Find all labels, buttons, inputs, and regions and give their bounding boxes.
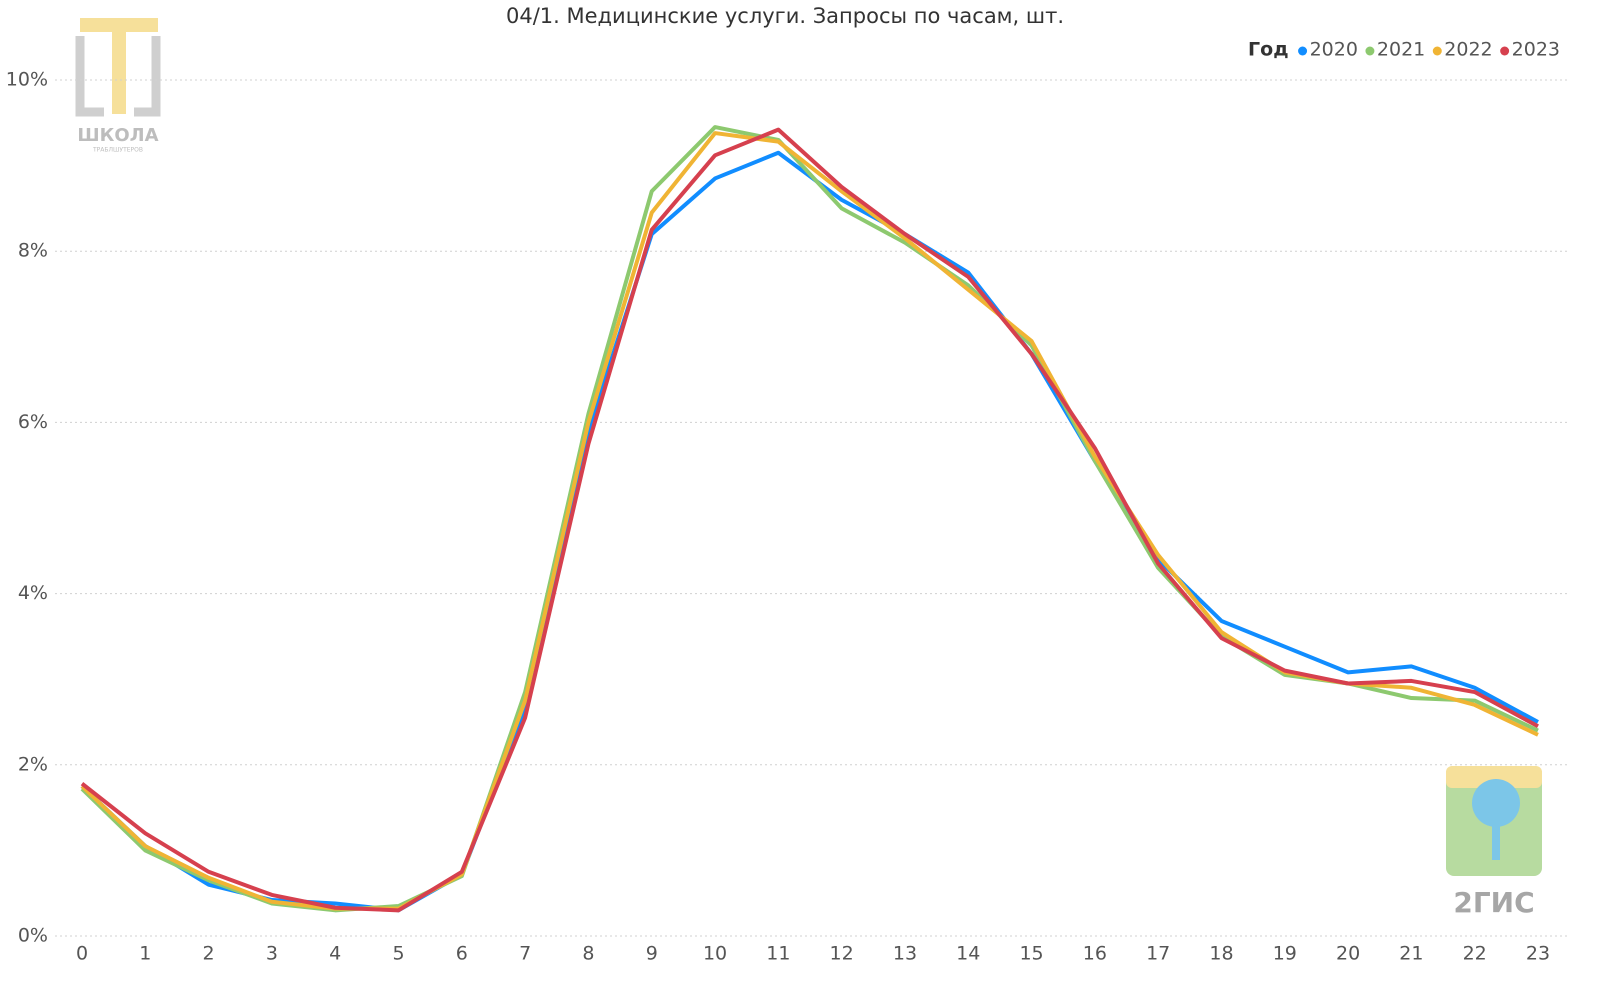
legend-marker <box>1298 46 1308 56</box>
x-tick-label: 1 <box>139 943 151 965</box>
y-tick-label: 10% <box>6 69 48 91</box>
x-tick-label: 14 <box>956 943 980 965</box>
x-tick-label: 6 <box>456 943 468 965</box>
y-tick-label: 8% <box>18 240 48 262</box>
x-tick-label: 3 <box>266 943 278 965</box>
x-tick-label: 8 <box>582 943 594 965</box>
x-tick-label: 7 <box>519 943 531 965</box>
logo-shape <box>1492 820 1500 860</box>
series-line <box>80 125 1539 913</box>
logo-shape <box>75 36 161 117</box>
x-tick-label: 5 <box>392 943 404 965</box>
legend-title: Год <box>1248 39 1289 61</box>
legend-label: 2021 <box>1377 39 1425 61</box>
logo-text: ШКОЛА <box>77 125 158 146</box>
chart-title: 04/1. Медицинские услуги. Запросы по час… <box>506 4 1064 28</box>
brand-logo: 2ГИС <box>1446 766 1542 919</box>
logo-text: 2ГИС <box>1453 886 1534 919</box>
x-tick-label: 13 <box>893 943 917 965</box>
x-tick-label: 10 <box>703 943 727 965</box>
x-tick-label: 12 <box>830 943 854 965</box>
school-logo: ШКОЛА ТРАБЛШУТЕРОВ <box>75 18 161 154</box>
logo-shape <box>1446 766 1542 788</box>
x-tick-label: 22 <box>1463 943 1487 965</box>
legend: Год 2020 2021 2022 2023 <box>1248 39 1560 61</box>
legend-label: 2020 <box>1310 39 1358 61</box>
y-tick-label: 6% <box>18 411 48 433</box>
y-tick-label: 4% <box>18 582 48 604</box>
legend-marker <box>1500 46 1510 56</box>
series-line <box>80 127 1539 913</box>
x-tick-label: 18 <box>1209 943 1233 965</box>
legend-label: 2022 <box>1444 39 1492 61</box>
x-tick-label: 2 <box>203 943 215 965</box>
logo-shape <box>1472 779 1520 827</box>
x-tick-label: 0 <box>76 943 88 965</box>
x-tick-label: 11 <box>766 943 790 965</box>
logo-shape <box>112 18 126 114</box>
legend-label: 2023 <box>1512 39 1560 61</box>
series-line <box>80 131 1539 911</box>
x-tick-label: 21 <box>1399 943 1423 965</box>
x-tick-label: 15 <box>1019 943 1043 965</box>
y-tick-label: 2% <box>18 753 48 775</box>
x-tick-label: 9 <box>646 943 658 965</box>
x-tick-label: 16 <box>1083 943 1107 965</box>
x-tick-label: 19 <box>1273 943 1297 965</box>
x-tick-label: 23 <box>1526 943 1550 965</box>
x-tick-label: 20 <box>1336 943 1360 965</box>
y-tick-label: 0% <box>18 925 48 947</box>
legend-marker <box>1432 46 1442 56</box>
x-tick-label: 17 <box>1146 943 1170 965</box>
series-line <box>80 150 1539 913</box>
legend-marker <box>1365 46 1375 56</box>
x-tick-label: 4 <box>329 943 341 965</box>
logo-subtext: ТРАБЛШУТЕРОВ <box>92 147 143 154</box>
